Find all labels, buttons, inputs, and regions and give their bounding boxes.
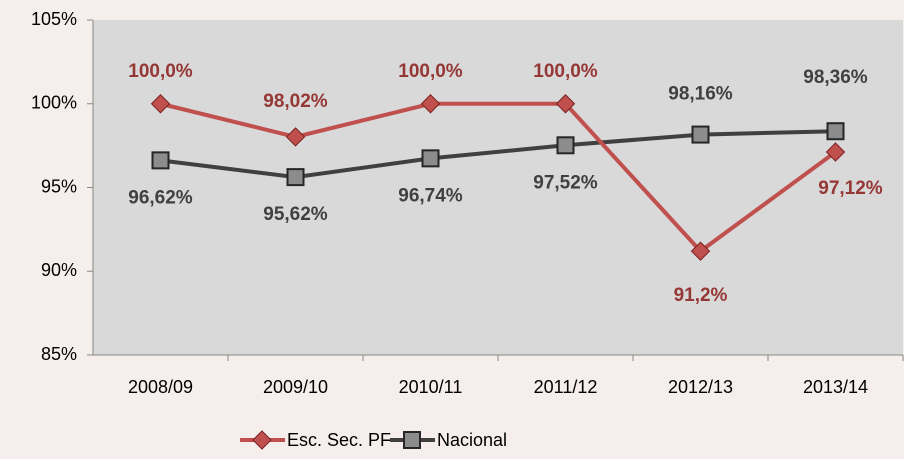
- data-label: 98,16%: [668, 84, 733, 105]
- x-tick-label: 2009/10: [263, 377, 328, 397]
- data-label: 96,74%: [398, 185, 463, 206]
- marker: [150, 94, 171, 114]
- data-label: 100,0%: [398, 61, 463, 82]
- marker: [252, 430, 272, 450]
- data-label: 100,0%: [533, 61, 598, 82]
- marker: [403, 431, 421, 449]
- marker: [555, 94, 576, 114]
- y-tick-label: 85%: [41, 344, 77, 364]
- x-tick-label: 2011/12: [534, 377, 598, 397]
- x-tick-label: 2013/14: [803, 377, 868, 397]
- series-line: [160, 129, 836, 180]
- data-label: 100,0%: [128, 61, 193, 82]
- y-tick-label: 95%: [41, 176, 77, 196]
- x-tick-label: 2012/13: [668, 377, 733, 397]
- marker: [286, 168, 305, 187]
- plot-area: [93, 20, 903, 355]
- marker: [421, 149, 440, 168]
- x-tick-label: 2008/09: [128, 377, 193, 397]
- data-label: 97,52%: [533, 172, 598, 193]
- x-tick-label: 2010/11: [399, 377, 463, 397]
- y-tick-label: 100%: [31, 93, 77, 113]
- marker: [690, 241, 711, 261]
- legend-label: Esc. Sec. PF: [287, 430, 391, 450]
- y-tick-label: 90%: [41, 260, 77, 280]
- marker: [826, 122, 845, 141]
- data-label: 98,36%: [803, 67, 868, 88]
- marker: [556, 136, 575, 155]
- marker: [420, 94, 441, 114]
- data-label: 91,2%: [674, 285, 728, 306]
- data-label: 96,62%: [128, 187, 193, 208]
- y-tick-label: 105%: [31, 9, 77, 29]
- legend-label: Nacional: [437, 430, 507, 450]
- marker: [825, 142, 846, 162]
- marker: [151, 151, 170, 170]
- data-label: 98,02%: [263, 91, 328, 112]
- data-label: 95,62%: [263, 204, 328, 225]
- data-label: 97,12%: [818, 178, 883, 199]
- series-line: [160, 101, 837, 254]
- marker: [285, 127, 306, 147]
- marker: [691, 125, 710, 144]
